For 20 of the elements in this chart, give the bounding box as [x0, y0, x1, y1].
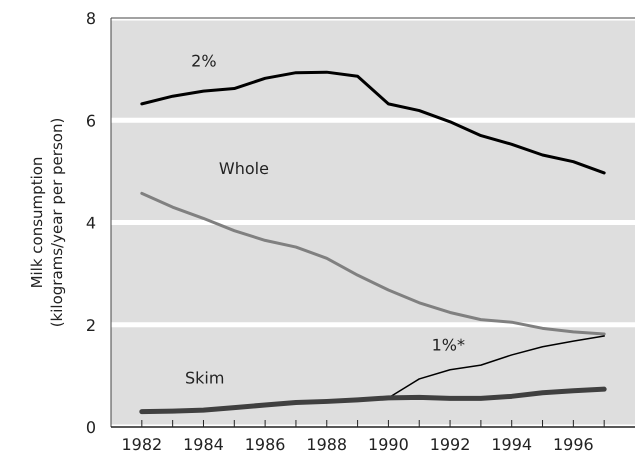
y-tick-label: 4	[86, 214, 96, 232]
y-tick-label: 0	[86, 418, 96, 437]
y-axis-title: Milk consumption (kilograms/year per person)	[28, 118, 66, 328]
y-tick-label: 2	[86, 316, 96, 335]
x-tick-label: 1986	[244, 435, 286, 454]
line-series	[140, 70, 606, 174]
x-tick-label: 1994	[491, 435, 532, 454]
x-tick-label: 1990	[368, 435, 409, 454]
y-tick-label: 8	[86, 9, 96, 28]
x-tick-label: 1992	[430, 435, 470, 454]
text: Whole	[218, 158, 269, 178]
x-tick-label: 1984	[183, 435, 224, 454]
series-label: 1%*	[432, 335, 465, 354]
series-label: 2%	[191, 52, 217, 71]
y-tick-label: 6	[86, 111, 96, 130]
series-label: Skim	[184, 368, 224, 388]
x-tick-label: 1996	[552, 435, 594, 454]
x-tick-label: 1982	[121, 435, 162, 454]
x-tick-label: 1988	[306, 435, 348, 454]
line-series	[140, 192, 606, 336]
